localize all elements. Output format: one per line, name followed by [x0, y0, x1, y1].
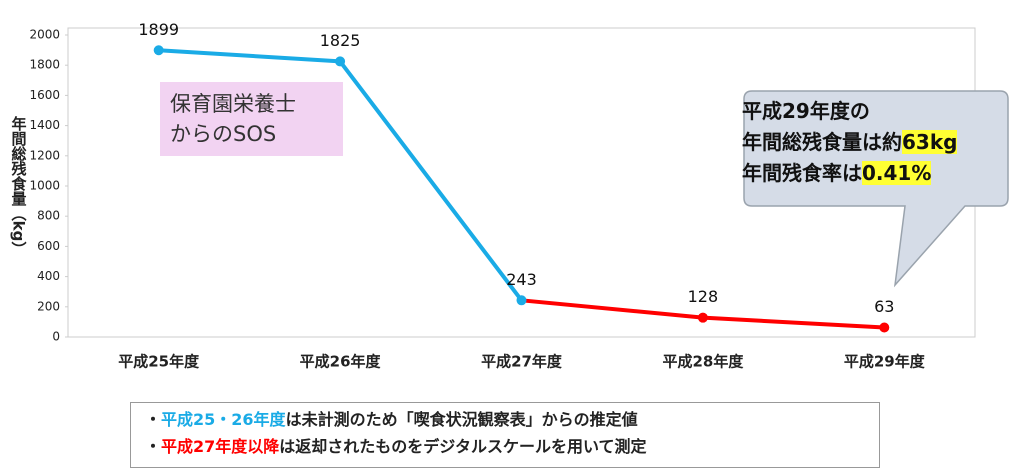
- y-tick-label: 1200: [29, 148, 60, 162]
- line-segment: [156, 48, 343, 64]
- note-segment: 平成27年度以降: [161, 437, 280, 456]
- callout-segment: 63kg: [902, 130, 958, 154]
- y-tick-label: 1000: [29, 179, 60, 193]
- x-tick-label: 平成25年度: [118, 353, 200, 371]
- y-tick-label: 600: [37, 239, 60, 253]
- data-label: 63: [874, 297, 894, 316]
- y-tick-label: 2000: [29, 28, 60, 42]
- data-label: 128: [688, 287, 719, 306]
- line-segment: [700, 315, 887, 330]
- callout-text: 平成29年度の 年間総残食量は約63kg 年間残食率は0.41%: [742, 96, 958, 189]
- marker: [153, 45, 164, 56]
- note-segment: は返却されたものをデジタルスケールを用いて測定: [279, 437, 647, 456]
- marker: [516, 295, 527, 306]
- notes-box: ・平成25・26年度は未計測のため「喫食状況観察表」からの推定値 ・平成27年度以…: [130, 402, 880, 468]
- y-tick-label: 1400: [29, 118, 60, 132]
- data-label: 1899: [138, 20, 179, 39]
- y-tick-label: 200: [37, 299, 60, 313]
- chart: 0 200 400 600 800 1000 1200 1400 1600 1800 2000 年間総…: [10, 20, 1009, 371]
- data-label: 1825: [320, 31, 361, 50]
- note-segment: ・: [145, 410, 162, 429]
- data-label: 243: [506, 270, 537, 289]
- marker: [879, 322, 890, 333]
- y-tick-label: 400: [37, 269, 60, 283]
- line-segment: [519, 298, 705, 320]
- callout-segment: 0.41%: [862, 161, 932, 185]
- y-axis-label: 年間総残食量（kg）: [10, 115, 28, 257]
- sos-box: 保育園栄養士 からのSOS: [160, 82, 343, 156]
- callout-segment: 年間総残食量は約: [742, 130, 902, 154]
- line-segment: [338, 59, 524, 303]
- sos-line: 保育園栄養士: [170, 92, 296, 116]
- x-tick-label: 平成26年度: [300, 353, 382, 371]
- y-tick-label: 1800: [29, 58, 60, 72]
- y-tick-label: 1600: [29, 88, 60, 102]
- callout-segment: 平成29年度の: [742, 99, 870, 123]
- note-segment: ・: [145, 437, 162, 456]
- note-segment: は未計測のため「喫食状況観察表」からの推定値: [285, 410, 638, 429]
- note-line: ・平成25・26年度は未計測のため「喫食状況観察表」からの推定値: [145, 406, 865, 433]
- note-line: ・平成27年度以降は返却されたものをデジタルスケールを用いて測定: [145, 433, 865, 460]
- sos-line: からのSOS: [170, 122, 277, 146]
- callout-line: 年間残食率は0.41%: [742, 158, 957, 189]
- marker: [697, 312, 708, 323]
- x-tick-label: 平成27年度: [481, 353, 563, 371]
- note-segment: 平成25・26年度: [161, 410, 286, 429]
- x-tick-label: 平成29年度: [844, 353, 926, 371]
- y-tick-label: 0: [52, 330, 60, 344]
- x-tick-label: 平成28年度: [662, 353, 744, 371]
- callout-line: 年間総残食量は約63kg: [742, 127, 958, 158]
- callout-line: 平成29年度の: [742, 96, 957, 127]
- callout-segment: 年間残食率は: [742, 161, 862, 185]
- marker: [335, 56, 346, 67]
- y-tick-label: 800: [37, 209, 60, 223]
